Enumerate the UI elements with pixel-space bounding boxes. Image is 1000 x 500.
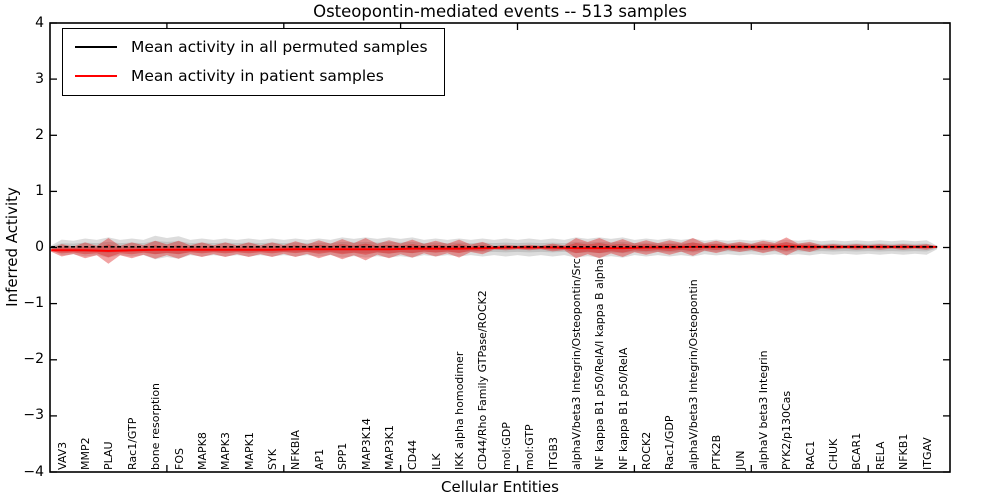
x-tick-label: CHUK: [827, 438, 841, 470]
x-tick-label: NF kappa B1 p50/RelA/I kappa B alpha: [593, 258, 607, 471]
x-tick-label: ILK: [429, 453, 443, 470]
x-tick-label: Rac1/GDP: [663, 415, 677, 470]
y-tick-label: 4: [35, 14, 44, 31]
x-tick-label: MAPK8: [195, 432, 209, 470]
x-tick-label: ITGAV: [920, 437, 934, 470]
y-tick-label: −2: [23, 351, 44, 368]
x-tick-label: MAPK3: [219, 432, 233, 470]
x-tick-label: AP1: [312, 448, 326, 470]
x-tick-label: NFKB1: [897, 433, 911, 470]
x-tick-label: NFKBIA: [289, 429, 303, 470]
x-tick-label: BCAR1: [850, 432, 864, 470]
x-tick-label: RELA: [873, 441, 887, 471]
x-tick-label: IKK alpha homodimer: [453, 351, 467, 470]
x-tick-label: alphaV/beta3 Integrin/Osteopontin/Src: [569, 258, 583, 470]
legend-item-patient: Mean activity in patient samples: [75, 67, 428, 85]
x-tick-label: MAP3K14: [359, 418, 373, 470]
x-tick-label: VAV3: [55, 441, 69, 470]
patient-line-sample-icon: [75, 75, 117, 77]
y-tick-label: −3: [23, 407, 44, 424]
permuted-line-sample-icon: [75, 46, 117, 48]
legend-item-permuted: Mean activity in all permuted samples: [75, 38, 428, 56]
legend-label-permuted: Mean activity in all permuted samples: [131, 38, 428, 56]
x-tick-label: PYK2/p130Cas: [780, 390, 794, 470]
x-axis-label: Cellular Entities: [441, 478, 559, 496]
patient-band: [51, 237, 938, 264]
x-tick-label: Rac1/GTP: [125, 417, 139, 470]
x-tick-label: RAC1: [803, 440, 817, 470]
x-tick-label: alphaV beta3 Integrin: [756, 350, 770, 470]
x-tick-label: NF kappa B1 p50/RelA: [616, 347, 630, 470]
x-tick-label: alphaV/beta3 Integrin/Osteopontin: [686, 279, 700, 470]
x-tick-label: JUN: [733, 450, 747, 470]
x-tick-label: CD44: [406, 439, 420, 470]
x-tick-label: MMP2: [79, 437, 93, 470]
x-tick-label: MAPK1: [242, 432, 256, 470]
x-tick-label: bone resorption: [149, 382, 163, 470]
y-tick-label: 3: [35, 70, 44, 87]
y-tick-label: 1: [35, 182, 44, 199]
legend: Mean activity in all permuted samples Me…: [62, 28, 445, 96]
y-tick-label: 2: [35, 126, 44, 143]
x-tick-label: FOS: [172, 448, 186, 470]
x-tick-label: mol:GDP: [499, 422, 513, 470]
chart-title: Osteopontin-mediated events -- 513 sampl…: [313, 2, 687, 21]
patient-band-core: [51, 241, 938, 258]
y-tick-label: 0: [35, 239, 44, 255]
y-tick-label: −4: [23, 463, 44, 480]
x-tick-label: mol:GTP: [523, 424, 537, 470]
x-tick-label: CD44/Rho Family GTPase/ROCK2: [476, 290, 490, 470]
x-tick-label: PTK2B: [710, 434, 724, 470]
x-tick-label: MAP3K1: [382, 425, 396, 470]
x-tick-label: SPP1: [336, 442, 350, 470]
y-tick-label: −1: [23, 295, 44, 312]
x-tick-label: ROCK2: [640, 431, 654, 470]
legend-label-patient: Mean activity in patient samples: [131, 67, 384, 85]
x-tick-label: ITGB3: [546, 436, 560, 470]
x-tick-label: PLAU: [102, 441, 116, 470]
x-tick-label: SYK: [266, 449, 280, 470]
